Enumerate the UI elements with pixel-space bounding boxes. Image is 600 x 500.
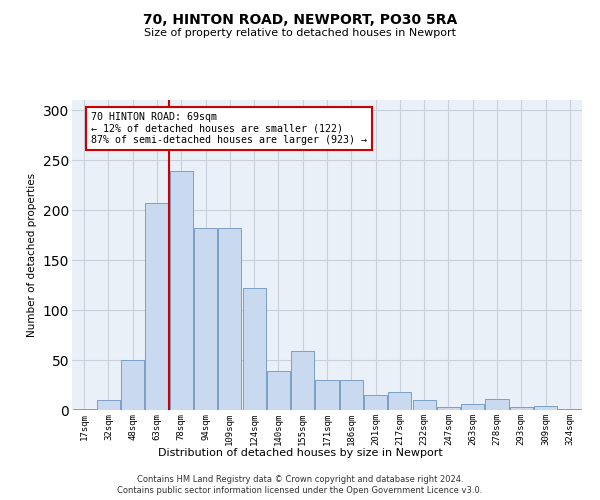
Bar: [388, 392, 412, 410]
Text: 70, HINTON ROAD, NEWPORT, PO30 5RA: 70, HINTON ROAD, NEWPORT, PO30 5RA: [143, 12, 457, 26]
Bar: [218, 228, 241, 410]
Bar: [461, 404, 484, 410]
Bar: [170, 171, 193, 410]
Bar: [242, 288, 266, 410]
Text: Contains public sector information licensed under the Open Government Licence v3: Contains public sector information licen…: [118, 486, 482, 495]
Text: Size of property relative to detached houses in Newport: Size of property relative to detached ho…: [144, 28, 456, 38]
Bar: [340, 380, 363, 410]
Bar: [145, 203, 169, 410]
Bar: [413, 400, 436, 410]
Bar: [291, 351, 314, 410]
Bar: [194, 228, 217, 410]
Bar: [534, 406, 557, 410]
Bar: [73, 409, 95, 410]
Bar: [510, 407, 533, 410]
Bar: [316, 380, 338, 410]
Bar: [437, 407, 460, 410]
Bar: [364, 395, 387, 410]
Text: Distribution of detached houses by size in Newport: Distribution of detached houses by size …: [158, 448, 442, 458]
Bar: [485, 399, 509, 410]
Bar: [559, 409, 581, 410]
Y-axis label: Number of detached properties: Number of detached properties: [27, 173, 37, 337]
Text: Contains HM Land Registry data © Crown copyright and database right 2024.: Contains HM Land Registry data © Crown c…: [137, 475, 463, 484]
Bar: [97, 400, 120, 410]
Bar: [267, 371, 290, 410]
Text: 70 HINTON ROAD: 69sqm
← 12% of detached houses are smaller (122)
87% of semi-det: 70 HINTON ROAD: 69sqm ← 12% of detached …: [91, 112, 367, 145]
Bar: [121, 360, 144, 410]
